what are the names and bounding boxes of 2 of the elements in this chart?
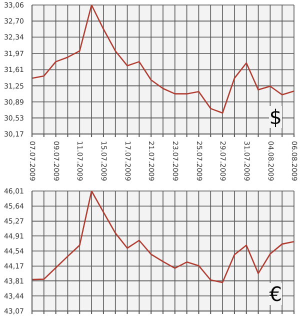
annotation: $	[269, 105, 282, 129]
annotation: €	[269, 282, 282, 306]
